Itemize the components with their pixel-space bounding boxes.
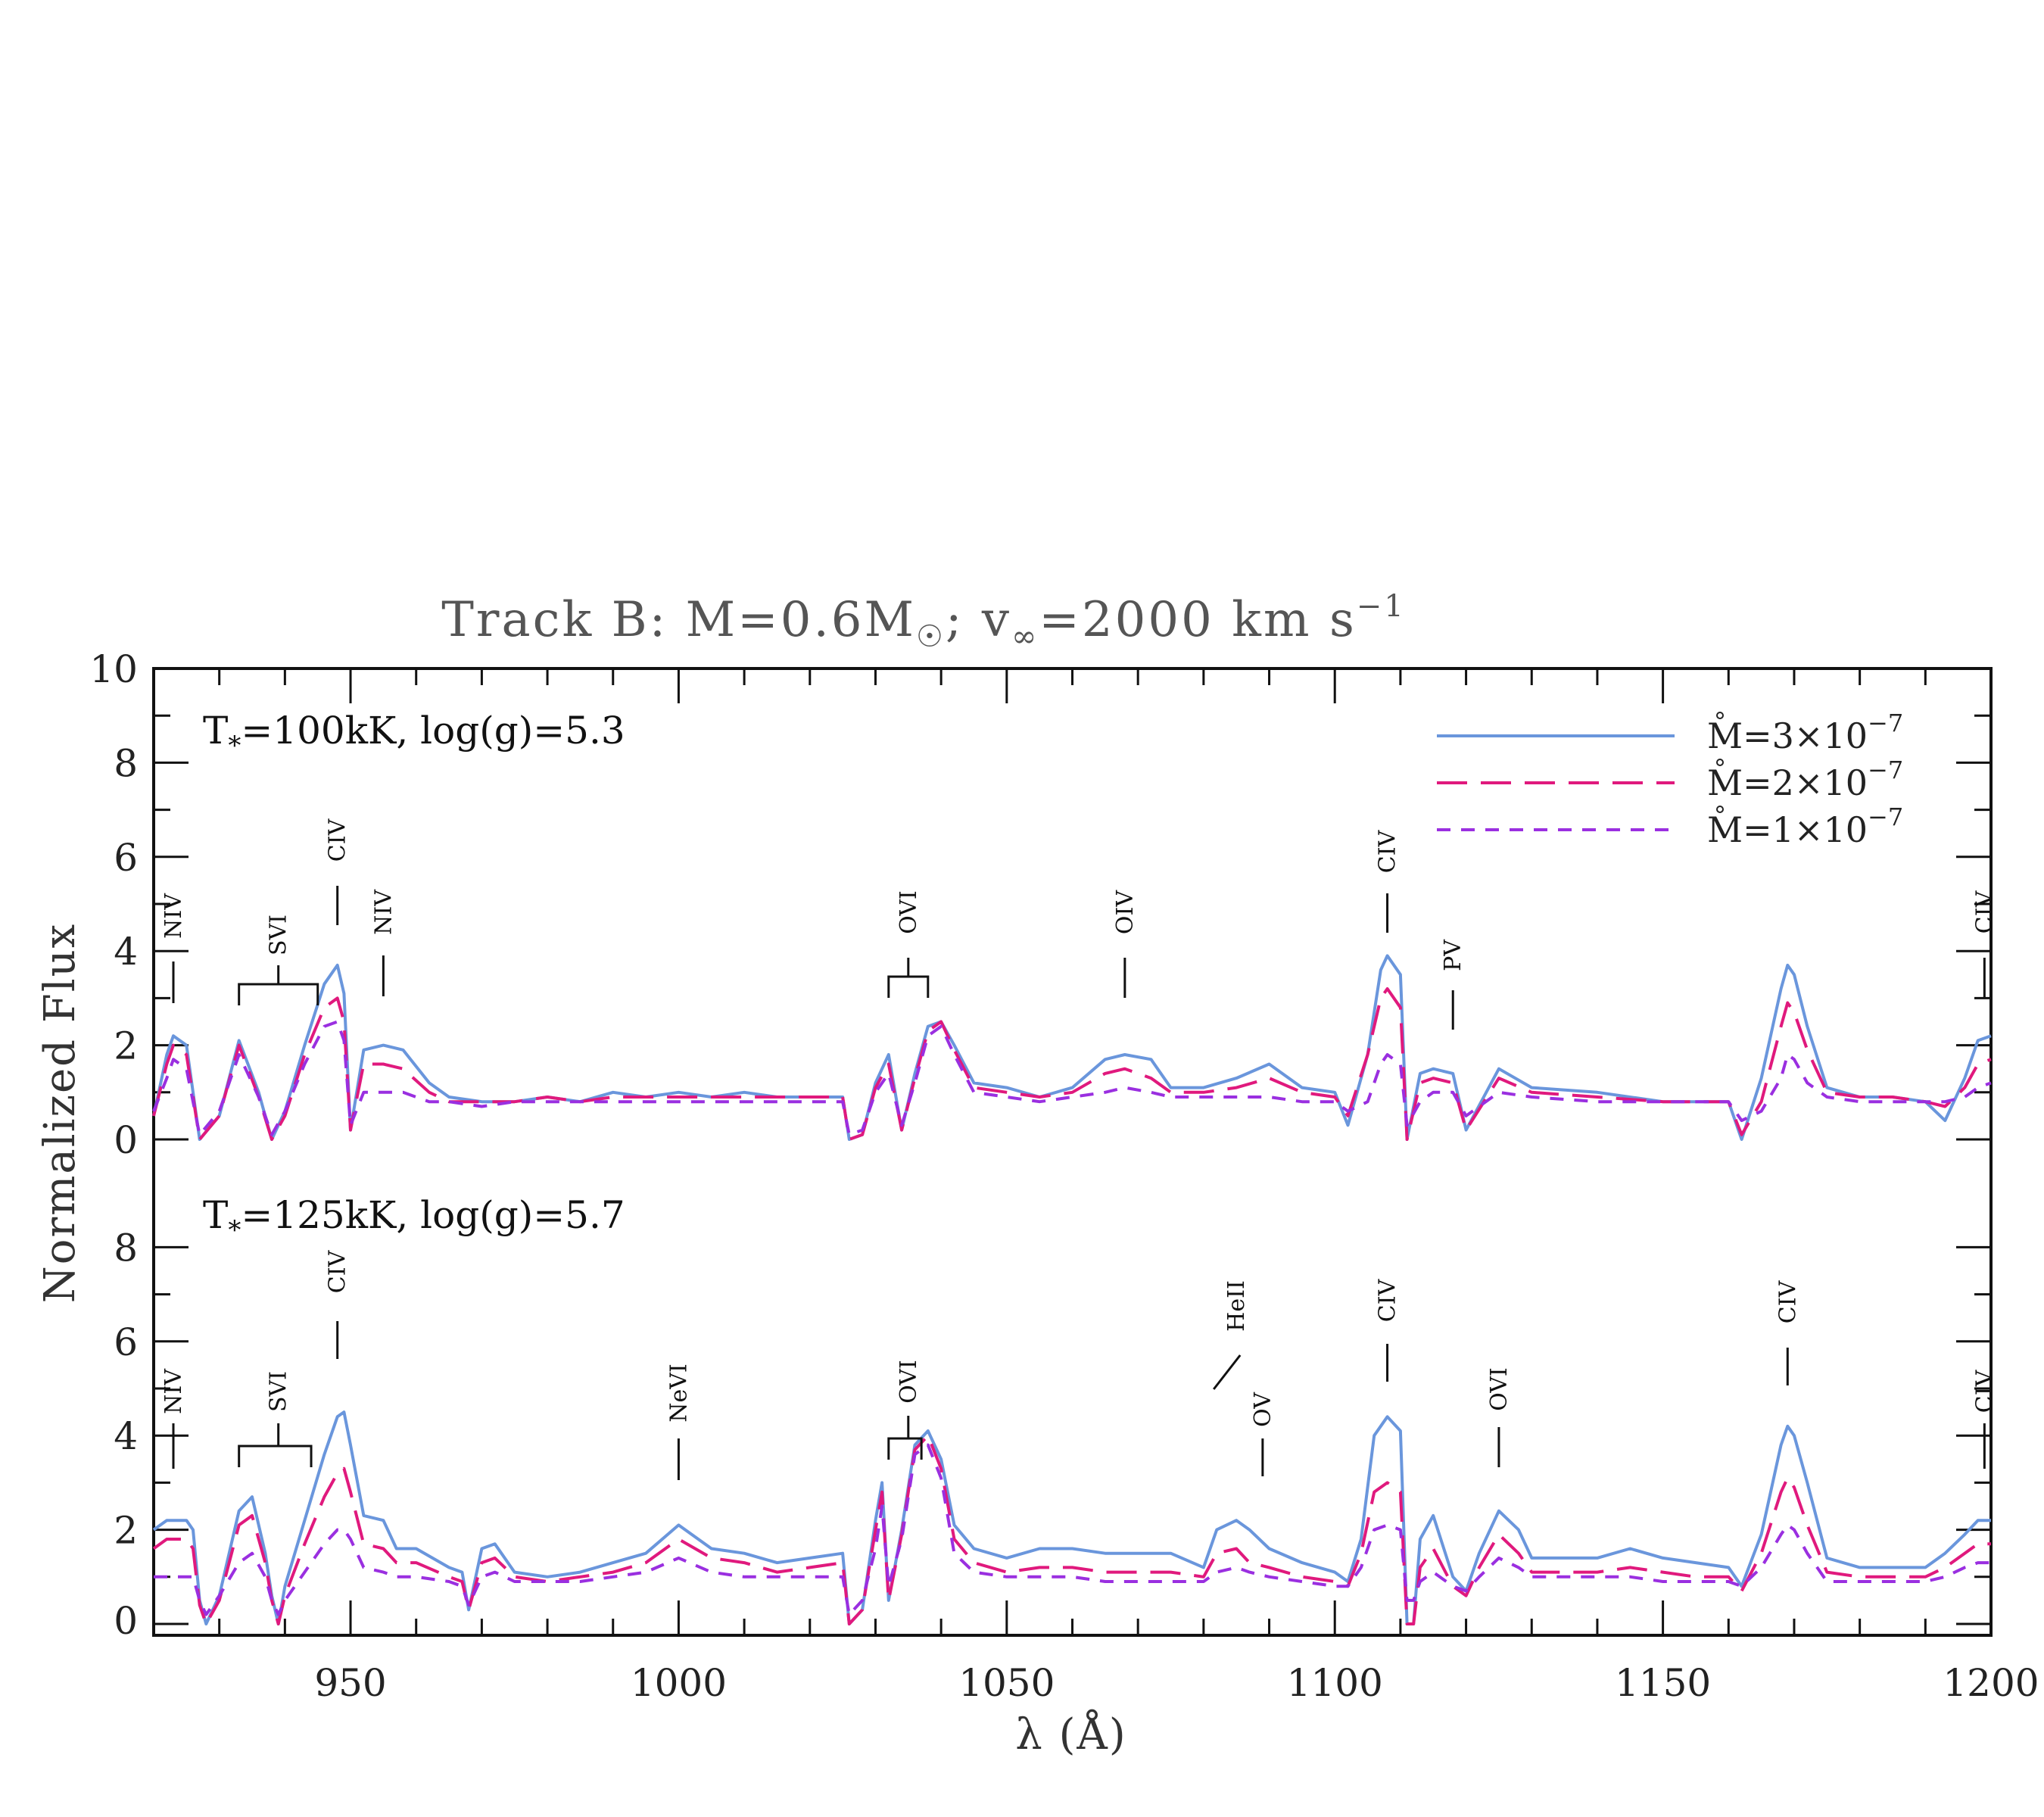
y-tick-labels-top: 0 2 4 6 8 10 xyxy=(89,647,138,1162)
line-id-label: CIV xyxy=(1375,829,1401,873)
line-id-label: SVI xyxy=(266,1371,292,1412)
panel-label-top-rest: =100kK, log(g)=5.3 xyxy=(241,709,625,753)
title-infinity: ∞ xyxy=(1011,619,1039,654)
chart-title: Track B: M=0.6M☉; v∞=2000 km s−1 xyxy=(441,589,1406,654)
x-tick-label-950: 950 xyxy=(314,1661,386,1705)
line-id-bracket xyxy=(887,975,930,998)
y-tick-label-top-10: 10 xyxy=(89,647,138,691)
line-id-label: NeVI xyxy=(665,1364,692,1423)
panel-label-top: T*=100kK, log(g)=5.3 xyxy=(203,709,625,761)
title-part-1: Track B: M=0.6M xyxy=(441,592,916,648)
line-id-bracket xyxy=(238,983,319,1005)
legend-label-2-text: =2×10 xyxy=(1743,762,1868,803)
x-tick-label-1150: 1150 xyxy=(1615,1661,1711,1705)
legend-label-1: M=3×10−7 xyxy=(1707,709,1903,756)
y-tick-label-top-8: 8 xyxy=(114,741,138,785)
y-tick-label-top-2: 2 xyxy=(114,1024,138,1068)
spectrum-line-panel1-series3 xyxy=(152,1020,1992,1136)
y-tick-label-bottom-4: 4 xyxy=(114,1414,138,1458)
y-tick-label-top-6: 6 xyxy=(114,836,138,880)
panel-label-bottom-T: T xyxy=(203,1193,228,1237)
series-layer xyxy=(152,954,1992,1625)
line-id-label: CIV xyxy=(1375,1278,1401,1322)
spectrum-line-panel1-series2 xyxy=(152,987,1992,1141)
title-part-3: =2000 km s xyxy=(1039,592,1357,648)
legend-label-2: M=2×10−7 xyxy=(1707,756,1903,803)
legend-label-1-mdot: M xyxy=(1707,715,1743,756)
panel-label-top-star: * xyxy=(228,731,241,761)
line-id-label: NIV xyxy=(160,893,187,939)
x-tick-label-1200: 1200 xyxy=(1943,1661,2039,1705)
line-id-label: NIV xyxy=(160,1368,187,1414)
legend-label-3-mdot: M xyxy=(1707,809,1743,850)
legend-label-1-text: =3×10 xyxy=(1743,715,1868,756)
line-id-bracket xyxy=(887,1437,923,1460)
title-part-2: ; v xyxy=(946,592,1011,648)
line-id-label: OVI xyxy=(896,890,922,934)
line-id-layer: NIV SVI CIV NIV OVI OIV CIV PV CIV NIV SVI CIV NeVI O… xyxy=(160,818,1998,1480)
x-tick-labels: 950 1000 1050 1100 1150 1200 xyxy=(314,1661,2039,1705)
y-tick-labels-bottom: 0 2 4 6 8 xyxy=(114,1226,138,1643)
line-id-marker xyxy=(1213,1354,1242,1390)
legend-label-1-dot xyxy=(1716,712,1724,719)
line-id-bracket xyxy=(238,1445,313,1467)
panel-label-bottom-star: * xyxy=(228,1215,241,1245)
y-axis-label: Normalized Flux xyxy=(36,923,85,1304)
line-id-label: CIV xyxy=(1971,1369,1998,1413)
panel-label-top-T: T xyxy=(203,709,228,753)
legend-label-2-mdot: M xyxy=(1707,762,1743,803)
panel-label-bottom-rest: =125kK, log(g)=5.7 xyxy=(241,1193,625,1237)
title-sun-symbol: ☉ xyxy=(916,619,946,654)
x-tick-label-1000: 1000 xyxy=(631,1661,727,1705)
line-id-label: CIV xyxy=(1774,1279,1801,1323)
line-id-label: CIV xyxy=(325,818,351,862)
spectrum-line-panel1-series1 xyxy=(152,954,1992,1141)
spectrum-line-panel2-series2 xyxy=(152,1434,1991,1625)
x-tick-label-1100: 1100 xyxy=(1287,1661,1383,1705)
legend-label-3-exp: −7 xyxy=(1868,803,1903,831)
y-tick-label-bottom-6: 6 xyxy=(114,1320,138,1364)
legend-label-1-exp: −7 xyxy=(1868,709,1903,737)
y-tick-label-top-4: 4 xyxy=(114,930,138,974)
line-id-label: OV xyxy=(1250,1392,1276,1427)
line-id-label: OVI xyxy=(896,1360,922,1404)
spectrum-line-panel2-series1 xyxy=(152,1410,1991,1625)
y-tick-label-top-0: 0 xyxy=(114,1118,138,1162)
line-id-label: HeII xyxy=(1223,1280,1250,1332)
line-id-label: OIV xyxy=(1112,890,1139,934)
y-tick-label-bottom-2: 2 xyxy=(114,1509,138,1553)
legend-label-3-text: =1×10 xyxy=(1743,809,1868,850)
line-id-label: PV xyxy=(1440,939,1466,971)
x-axis-label: λ (Å) xyxy=(1015,1709,1126,1759)
legend-label-3-dot xyxy=(1716,806,1724,813)
x-tick-label-1050: 1050 xyxy=(958,1661,1055,1705)
legend: M=3×10−7 M=2×10−7 M=1×10−7 xyxy=(1437,709,1903,850)
legend-label-2-exp: −7 xyxy=(1868,756,1903,784)
legend-label-3: M=1×10−7 xyxy=(1707,803,1903,850)
line-id-label: OVI xyxy=(1486,1367,1513,1411)
line-id-label: CIV xyxy=(325,1249,351,1293)
line-id-label: SVI xyxy=(266,915,292,955)
line-id-label: CIV xyxy=(1971,890,1998,933)
y-tick-label-bottom-8: 8 xyxy=(114,1226,138,1270)
panel-label-bottom: T*=125kK, log(g)=5.7 xyxy=(203,1193,625,1245)
line-id-label: NIV xyxy=(370,889,397,935)
title-exponent: −1 xyxy=(1357,589,1406,624)
spectrum-line-panel2-series3 xyxy=(154,1443,1991,1616)
y-tick-label-bottom-0: 0 xyxy=(114,1599,138,1643)
legend-label-2-dot xyxy=(1716,759,1724,766)
